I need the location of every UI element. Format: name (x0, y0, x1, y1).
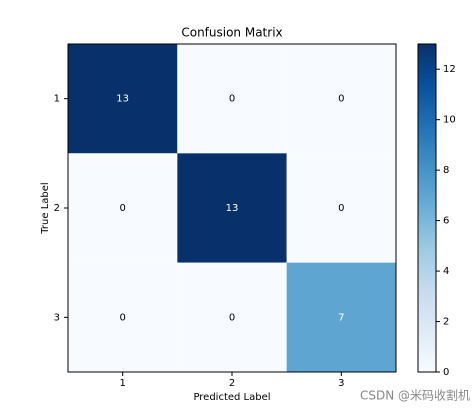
colorbar-tick-label: 8 (443, 165, 449, 176)
watermark: CSDN @米码收割机 (360, 388, 470, 403)
heatmap-cell (286, 153, 396, 263)
cell-label: 0 (119, 203, 125, 214)
heatmap-cell (177, 44, 287, 154)
chart-title: Confusion Matrix (181, 26, 282, 40)
x-axis-title: Predicted Label (193, 392, 270, 403)
colorbar-tick-label: 10 (443, 115, 456, 126)
cell-label: 0 (229, 312, 235, 323)
heatmap-cell (286, 44, 396, 154)
colorbar-tick-label: 4 (443, 266, 449, 277)
cell-label: 0 (338, 203, 344, 214)
colorbar-tick-label: 2 (443, 317, 449, 328)
x-tick-label: 1 (119, 378, 125, 389)
cell-label: 0 (338, 94, 344, 105)
heatmap-cell (68, 44, 178, 154)
y-axis-title: True Label (40, 182, 51, 234)
colorbar-tick-label: 12 (443, 64, 456, 75)
cell-label: 13 (226, 203, 239, 214)
y-tick-label: 2 (54, 203, 60, 214)
heatmap-cell (177, 153, 287, 263)
x-tick-label: 2 (229, 378, 235, 389)
y-tick-label: 1 (54, 94, 60, 105)
y-tick-label: 3 (54, 312, 60, 323)
heatmap-cell (177, 262, 287, 372)
cell-label: 7 (338, 312, 344, 323)
x-tick-label: 3 (338, 378, 344, 389)
cell-label: 0 (229, 94, 235, 105)
colorbar-tick-label: 0 (443, 367, 449, 378)
heatmap-cell (286, 262, 396, 372)
colorbar-tick-label: 6 (443, 216, 449, 227)
heatmap-cell (68, 153, 178, 263)
cell-label: 0 (119, 312, 125, 323)
cell-label: 13 (116, 94, 129, 105)
heatmap-cell (68, 262, 178, 372)
colorbar (417, 43, 437, 373)
